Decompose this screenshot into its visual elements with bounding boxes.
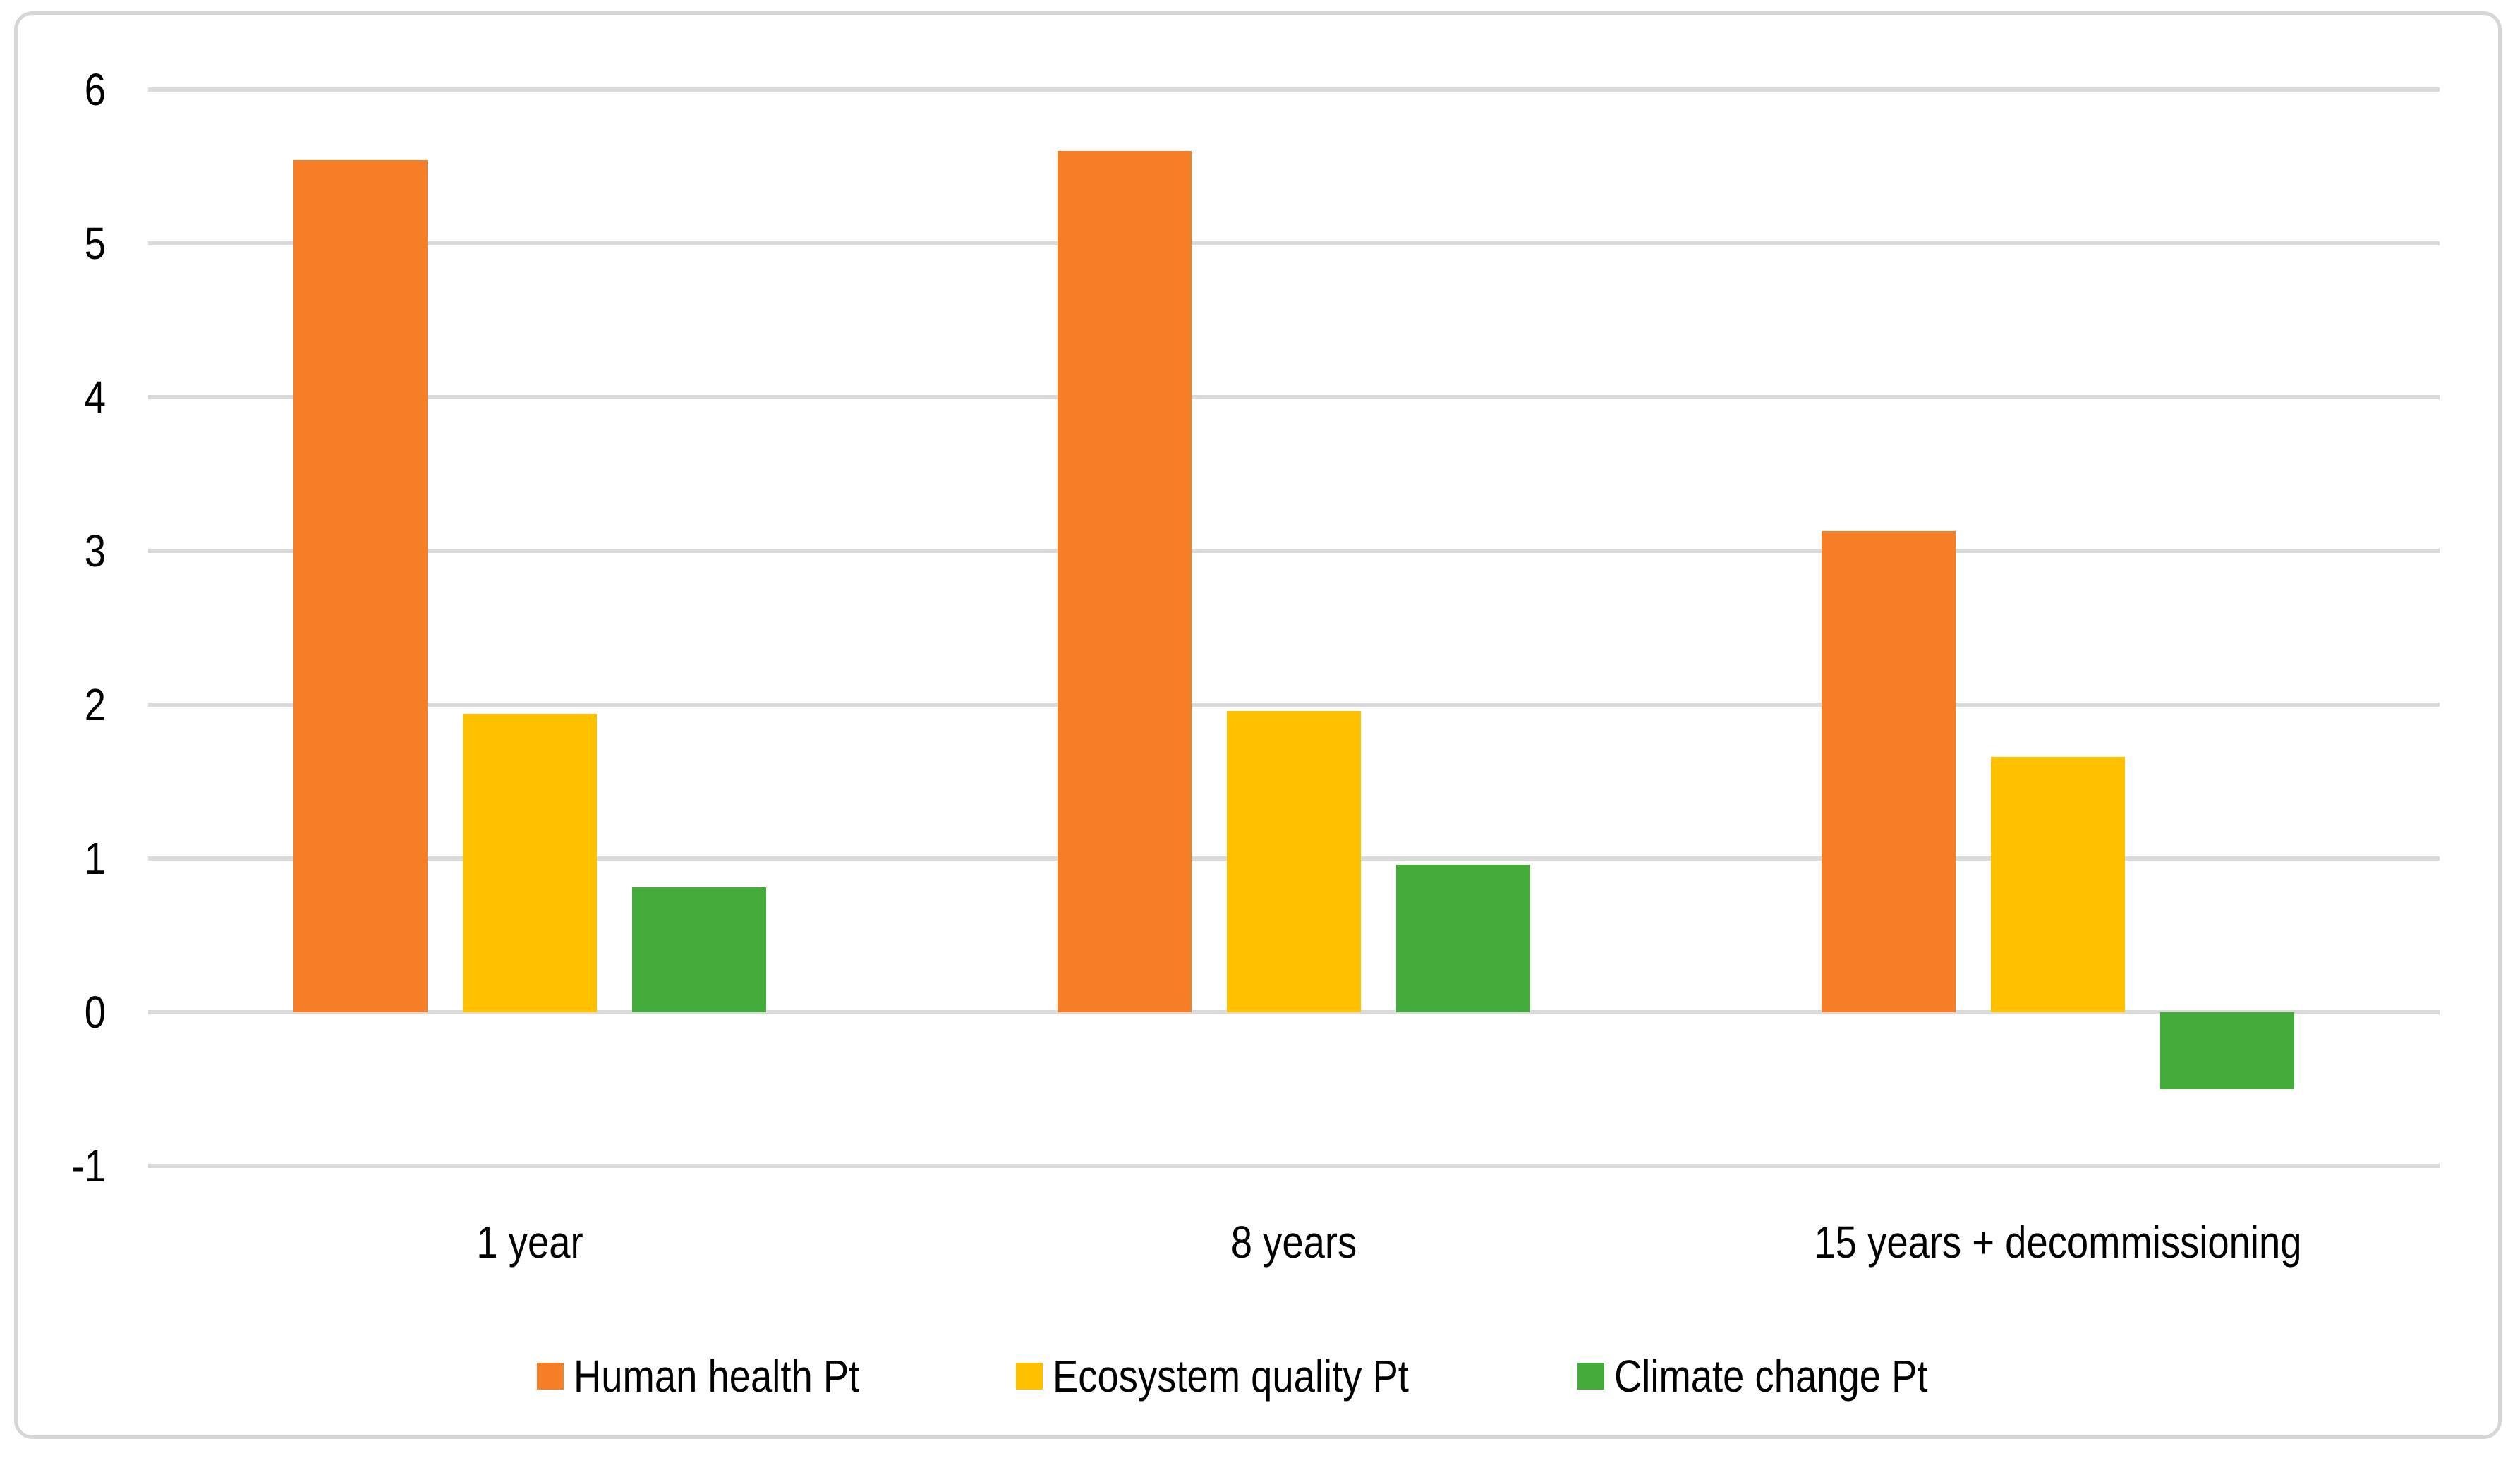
gridline-y-0 bbox=[148, 1010, 2440, 1014]
legend-item-human-health-pt: Human health Pt bbox=[537, 1349, 910, 1404]
gridline-y-6 bbox=[148, 87, 2440, 92]
legend: Human health Pt Ecosystem quality Pt Clima… bbox=[0, 1349, 2520, 1404]
gridline-y-5 bbox=[148, 241, 2440, 245]
gridline-y-2 bbox=[148, 703, 2440, 707]
bar-ecosystem-quality-pt-3 bbox=[1990, 757, 2125, 1012]
gridline-y--1 bbox=[148, 1164, 2440, 1168]
legend-label: Human health Pt bbox=[574, 1351, 860, 1402]
bar-climate-change-pt-2 bbox=[1396, 864, 1530, 1012]
gridline-y-3 bbox=[148, 549, 2440, 553]
chart-frame bbox=[14, 11, 2502, 1439]
bar-human-health-pt-3 bbox=[1821, 530, 1956, 1012]
bar-climate-change-pt-3 bbox=[2159, 1012, 2294, 1089]
legend-swatch-icon bbox=[1577, 1363, 1604, 1390]
y-axis-tick-label: -1 bbox=[71, 1141, 106, 1191]
x-axis-category-label: 1 year bbox=[476, 1217, 583, 1268]
y-axis-tick-label: 0 bbox=[84, 987, 106, 1038]
y-axis-tick-label: 3 bbox=[84, 526, 106, 576]
gridline-y-4 bbox=[148, 395, 2440, 399]
legend-swatch-icon bbox=[1015, 1363, 1043, 1390]
bar-human-health-pt-2 bbox=[1058, 151, 1192, 1012]
legend-swatch-icon bbox=[537, 1363, 564, 1390]
legend-item-climate-change-pt: Climate change Pt bbox=[1577, 1349, 1983, 1404]
x-axis-category-label: 8 years bbox=[1230, 1217, 1357, 1268]
x-axis-category-label: 15 years + decommissioning bbox=[1814, 1217, 2302, 1268]
bar-climate-change-pt-1 bbox=[632, 887, 767, 1012]
bar-human-health-pt-1 bbox=[293, 160, 428, 1012]
legend-label: Ecosystem quality Pt bbox=[1052, 1351, 1409, 1402]
y-axis-tick-label: 6 bbox=[84, 64, 106, 115]
bar-ecosystem-quality-pt-2 bbox=[1227, 710, 1361, 1012]
legend-label: Climate change Pt bbox=[1613, 1351, 1928, 1402]
y-axis-tick-label: 2 bbox=[84, 679, 106, 730]
y-axis-tick-label: 4 bbox=[84, 372, 106, 423]
y-axis-tick-label: 1 bbox=[84, 833, 106, 884]
legend-item-ecosystem-quality-pt: Ecosystem quality Pt bbox=[1015, 1349, 1472, 1404]
y-axis-tick-label: 5 bbox=[84, 218, 106, 269]
bar-ecosystem-quality-pt-1 bbox=[463, 714, 598, 1012]
